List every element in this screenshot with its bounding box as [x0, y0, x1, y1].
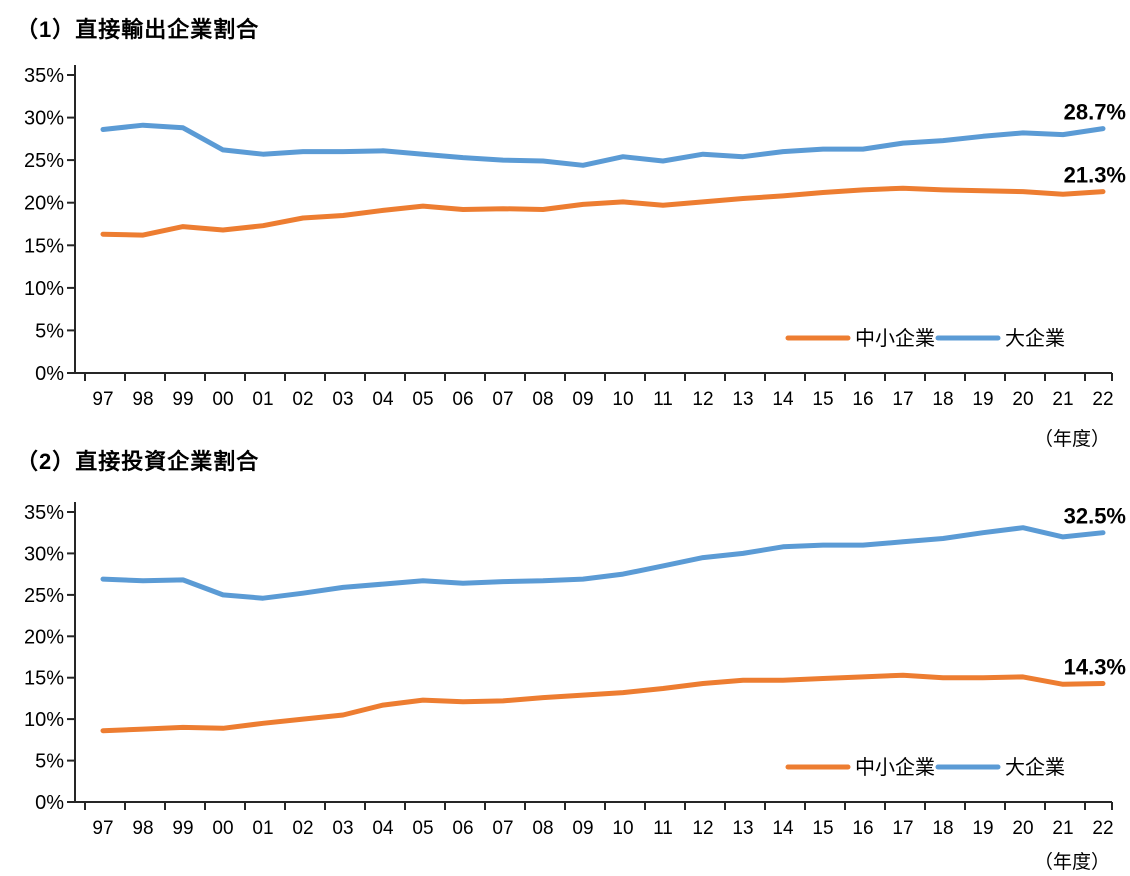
chart-2-title: （2）直接投資企業割合 [16, 449, 260, 474]
x-tick-label: 97 [92, 818, 113, 839]
legend-large-label: 大企業 [1005, 327, 1065, 350]
x-tick-label: 15 [812, 389, 833, 410]
x-tick-label: 00 [212, 818, 233, 839]
x-tick-label: 08 [532, 389, 553, 410]
x-tick-label: 03 [332, 389, 353, 410]
y-tick-label: 0% [35, 363, 64, 385]
x-tick-label: 01 [252, 389, 273, 410]
sme-end-value-label: 21.3% [1064, 163, 1126, 188]
sme-end-value-label: 14.3% [1064, 655, 1126, 680]
x-tick-label: 03 [332, 818, 353, 839]
x-tick-label: 06 [452, 818, 473, 839]
x-tick-label: 13 [732, 389, 753, 410]
sme-series-line [100, 672, 1106, 734]
large-series-line [100, 525, 1106, 601]
x-tick-label: 18 [932, 389, 953, 410]
x-tick-label: 06 [452, 389, 473, 410]
x-tick-label: 07 [492, 818, 513, 839]
x-tick-label: 10 [612, 818, 633, 839]
y-tick-label: 15% [24, 235, 64, 257]
x-tick-label: 20 [1012, 389, 1033, 410]
y-tick-label: 10% [24, 278, 64, 300]
x-tick-label: 21 [1052, 818, 1073, 839]
x-tick-label: 11 [653, 389, 673, 410]
large-end-value-label: 28.7% [1064, 100, 1126, 125]
x-tick-label: 05 [412, 389, 433, 410]
x-tick-label: 99 [172, 818, 193, 839]
large-series-line [100, 122, 1106, 168]
x-tick-label: 08 [532, 818, 553, 839]
y-tick-label: 0% [35, 792, 64, 814]
x-tick-label: 17 [892, 389, 913, 410]
x-tick-label: 98 [132, 818, 153, 839]
y-tick-label: 10% [24, 709, 64, 731]
y-tick-label: 30% [24, 543, 64, 565]
x-tick-label: 14 [772, 818, 794, 839]
x-tick-label: 16 [852, 818, 873, 839]
x-tick-label: 12 [692, 389, 713, 410]
y-tick-label: 15% [24, 668, 64, 690]
x-tick-label: 04 [372, 389, 394, 410]
y-tick-label: 30% [24, 108, 64, 130]
x-tick-label: 22 [1092, 389, 1113, 410]
y-tick-label: 25% [24, 150, 64, 172]
x-tick-label: 05 [412, 818, 433, 839]
x-tick-label: 14 [772, 389, 794, 410]
x-tick-label: 16 [852, 389, 873, 410]
x-tick-label: 01 [252, 818, 273, 839]
legend-large-label: 大企業 [1005, 756, 1065, 779]
x-tick-label: 15 [812, 818, 833, 839]
x-tick-label: 21 [1052, 389, 1073, 410]
x-tick-label: 18 [932, 818, 953, 839]
y-tick-label: 20% [24, 193, 64, 215]
y-tick-label: 5% [35, 320, 64, 342]
x-tick-label: 09 [572, 818, 593, 839]
y-tick-label: 5% [35, 751, 64, 773]
x-tick-label: 20 [1012, 818, 1033, 839]
x-tick-label: 02 [292, 389, 313, 410]
chart-1-direct-export-ratio-plot: 35% 30% 25% 20% 15% 10% 5% 0% 97 98 99 00 01 02 03 04 05… [24, 65, 1126, 450]
x-tick-label: 19 [972, 818, 993, 839]
large-end-value-label: 32.5% [1064, 504, 1126, 529]
x-tick-label: 02 [292, 818, 313, 839]
x-tick-label: 12 [692, 818, 713, 839]
x-tick-label: 04 [372, 818, 394, 839]
x-tick-label: 11 [653, 818, 673, 839]
x-tick-label: 09 [572, 389, 593, 410]
x-tick-label: 07 [492, 389, 513, 410]
x-tick-label: 22 [1092, 818, 1113, 839]
y-tick-label: 20% [24, 626, 64, 648]
legend-sme-label: 中小企業 [855, 327, 935, 350]
x-tick-label: 17 [892, 818, 913, 839]
y-tick-label: 35% [24, 65, 64, 87]
x-tick-label: 00 [212, 389, 233, 410]
x-tick-label: 10 [612, 389, 633, 410]
x-tick-label: 98 [132, 389, 153, 410]
y-tick-label: 35% [24, 502, 64, 524]
x-tick-label: 19 [972, 389, 993, 410]
sme-series-line [100, 185, 1106, 238]
x-tick-label: 97 [92, 389, 113, 410]
legend-sme-label: 中小企業 [855, 756, 935, 779]
x-axis-unit-label: （年度） [1034, 851, 1110, 873]
x-tick-label: 99 [172, 389, 193, 410]
x-tick-label: 13 [732, 818, 753, 839]
x-axis-unit-label: （年度） [1034, 428, 1110, 450]
chart-1-title: （1）直接輸出企業割合 [16, 17, 260, 42]
chart-2-direct-investment-ratio-plot: 35% 30% 25% 20% 15% 10% 5% 0% 97 98 99 00 01 02 03 04 05… [24, 502, 1126, 873]
y-tick-label: 25% [24, 585, 64, 607]
